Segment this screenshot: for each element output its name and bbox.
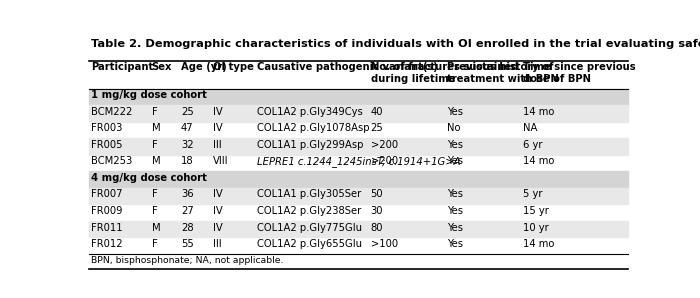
Text: COL1A1 p.Gly305Ser: COL1A1 p.Gly305Ser [257, 190, 361, 199]
Text: IV: IV [214, 223, 223, 232]
Text: >200: >200 [371, 156, 398, 167]
Text: FR007: FR007 [91, 190, 122, 199]
Text: >200: >200 [371, 140, 398, 150]
Text: COL1A1 p.Gly299Asp: COL1A1 p.Gly299Asp [257, 140, 363, 150]
Text: 15 yr: 15 yr [523, 206, 549, 216]
Text: 14 mo: 14 mo [523, 239, 554, 249]
Text: COL1A2 p.Gly775Glu: COL1A2 p.Gly775Glu [257, 223, 362, 232]
Text: 32: 32 [181, 140, 193, 150]
Text: 14 mo: 14 mo [523, 156, 554, 167]
Text: Time since previous
dose of BPN: Time since previous dose of BPN [523, 62, 635, 84]
Text: F: F [151, 107, 158, 117]
Text: BPN, bisphosphonate; NA, not applicable.: BPN, bisphosphonate; NA, not applicable. [91, 256, 284, 265]
Text: 80: 80 [371, 223, 383, 232]
Text: FR011: FR011 [91, 223, 123, 232]
Text: M: M [151, 156, 160, 167]
Text: Yes: Yes [447, 239, 463, 249]
Text: 28: 28 [181, 223, 193, 232]
Bar [89, 89, 629, 105]
Text: F: F [151, 190, 158, 199]
Text: COL1A2 p.Gly349Cys: COL1A2 p.Gly349Cys [257, 107, 363, 117]
Text: Sex: Sex [151, 62, 172, 72]
Text: 14 mo: 14 mo [523, 107, 554, 117]
Text: 47: 47 [181, 123, 193, 134]
Text: Participant: Participant [91, 62, 153, 72]
Text: 1 mg/kg dose cohort: 1 mg/kg dose cohort [91, 90, 207, 100]
Text: 50: 50 [371, 190, 384, 199]
Bar [89, 105, 629, 122]
Text: >100: >100 [371, 239, 398, 249]
Text: IV: IV [214, 123, 223, 134]
Text: Yes: Yes [447, 156, 463, 167]
Text: FR009: FR009 [91, 206, 122, 216]
Text: 30: 30 [371, 206, 383, 216]
Text: 25: 25 [371, 123, 384, 134]
Text: Yes: Yes [447, 190, 463, 199]
Bar [89, 221, 629, 237]
Text: 25: 25 [181, 107, 194, 117]
Text: 55: 55 [181, 239, 194, 249]
Text: 36: 36 [181, 190, 193, 199]
Text: COL1A2 p.Gly655Glu: COL1A2 p.Gly655Glu [257, 239, 362, 249]
Text: NA: NA [523, 123, 537, 134]
Text: No. of fractures sustained
during lifetime: No. of fractures sustained during lifeti… [371, 62, 518, 84]
Text: Yes: Yes [447, 107, 463, 117]
Text: FR003: FR003 [91, 123, 122, 134]
Text: Yes: Yes [447, 140, 463, 150]
Text: III: III [214, 140, 222, 150]
Text: 4 mg/kg dose cohort: 4 mg/kg dose cohort [91, 173, 207, 183]
Text: Age (yr): Age (yr) [181, 62, 227, 72]
Text: 27: 27 [181, 206, 194, 216]
Text: COL1A2 p.Gly1078Asp: COL1A2 p.Gly1078Asp [257, 123, 370, 134]
Text: F: F [151, 140, 158, 150]
Text: OI type: OI type [214, 62, 254, 72]
Text: COL1A2 p.Gly238Ser: COL1A2 p.Gly238Ser [257, 206, 361, 216]
Text: Yes: Yes [447, 206, 463, 216]
Text: F: F [151, 239, 158, 249]
Text: 18: 18 [181, 156, 193, 167]
Text: 40: 40 [371, 107, 383, 117]
Text: Yes: Yes [447, 223, 463, 232]
Text: Previous history of
treatment with BPN: Previous history of treatment with BPN [447, 62, 559, 84]
Text: IV: IV [214, 206, 223, 216]
Text: No: No [447, 123, 460, 134]
Text: Causative pathogenic variant(s): Causative pathogenic variant(s) [257, 62, 438, 72]
Bar [89, 138, 629, 155]
Text: F: F [151, 206, 158, 216]
Bar [89, 171, 629, 188]
Text: IV: IV [214, 107, 223, 117]
Text: Table 2. Demographic characteristics of individuals with OI enrolled in the tria: Table 2. Demographic characteristics of … [91, 39, 700, 49]
Text: LEPRE1 c.1244_1245insT; c.1914+1G>A: LEPRE1 c.1244_1245insT; c.1914+1G>A [257, 156, 461, 167]
Text: BCM222: BCM222 [91, 107, 133, 117]
Text: VIII: VIII [214, 156, 229, 167]
Text: M: M [151, 223, 160, 232]
Text: M: M [151, 123, 160, 134]
Bar [89, 188, 629, 204]
Text: FR012: FR012 [91, 239, 123, 249]
Text: III: III [214, 239, 222, 249]
Text: IV: IV [214, 190, 223, 199]
Text: 6 yr: 6 yr [523, 140, 542, 150]
Text: BCM253: BCM253 [91, 156, 132, 167]
Text: 10 yr: 10 yr [523, 223, 548, 232]
Text: 5 yr: 5 yr [523, 190, 542, 199]
Text: FR005: FR005 [91, 140, 122, 150]
